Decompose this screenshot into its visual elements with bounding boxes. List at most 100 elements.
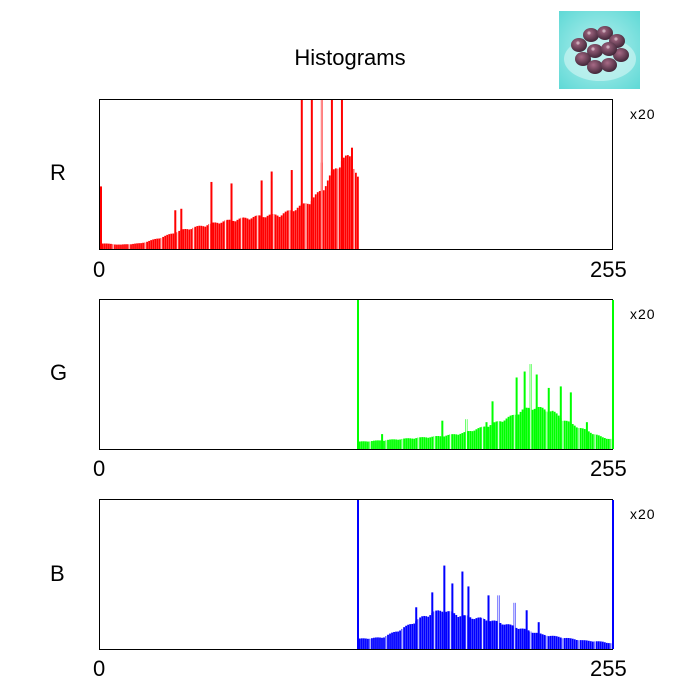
histogram-bar <box>298 205 301 249</box>
histogram-bar <box>387 634 389 649</box>
histogram-bar <box>473 430 476 449</box>
histogram-bar <box>563 638 566 649</box>
histogram-plot-r <box>99 99 613 250</box>
histogram-bar <box>511 415 514 449</box>
histogram-bar <box>284 211 287 249</box>
histogram-bar <box>248 219 251 249</box>
histogram-bar <box>363 441 365 449</box>
histogram-bar <box>479 617 482 649</box>
histogram-bar <box>489 425 492 449</box>
histogram-bar <box>326 180 329 249</box>
histogram-bar <box>587 431 590 449</box>
histogram-bar <box>469 617 472 649</box>
histogram-bar <box>258 215 261 249</box>
histogram-bar <box>244 217 247 249</box>
histogram-bar <box>551 635 554 649</box>
histogram-bar <box>607 643 610 649</box>
histogram-bar <box>477 617 480 649</box>
histogram-bar <box>567 421 570 449</box>
histogram-bar <box>483 619 486 649</box>
histogram-bar <box>393 439 395 449</box>
channel-label: G <box>50 360 68 385</box>
histogram-bar <box>411 623 414 649</box>
histogram-bar <box>601 437 604 449</box>
histogram-bar <box>264 217 267 249</box>
histogram-spike <box>300 100 303 249</box>
histogram-bar <box>405 625 407 649</box>
histogram-bar <box>282 213 285 249</box>
histogram-bar <box>158 238 161 249</box>
histogram-bar <box>389 633 391 649</box>
histogram-gap <box>385 300 387 449</box>
histogram-spike <box>612 500 614 649</box>
histogram-gap <box>562 300 564 449</box>
histogram-bar <box>451 434 454 449</box>
histogram-bar <box>519 411 522 449</box>
histogram-bar <box>194 226 197 249</box>
histogram-bar <box>379 440 381 449</box>
histogram-bar <box>403 438 405 449</box>
histogram-gap <box>610 500 612 649</box>
thumbnail-image <box>559 11 640 89</box>
histogram-bar <box>579 428 582 449</box>
histogram-bar <box>367 441 369 449</box>
histogram-bar <box>445 435 448 449</box>
histogram-bar <box>222 221 225 249</box>
histogram-bar <box>423 615 426 649</box>
histogram-gap <box>417 500 419 649</box>
histogram-bar <box>453 434 456 449</box>
histogram-bar <box>583 640 586 649</box>
histogram-gap <box>562 500 564 649</box>
histogram-bar <box>328 175 331 249</box>
histogram-gap <box>289 100 291 249</box>
histogram-bar <box>184 228 187 249</box>
histogram-bar <box>457 434 460 449</box>
histogram-bar <box>553 635 556 649</box>
histogram-bar <box>371 638 373 649</box>
histogram-spike <box>537 622 540 649</box>
histogram-bar <box>479 427 482 449</box>
histogram-spike <box>535 374 538 449</box>
histogram-bar <box>232 220 235 249</box>
histogram-bar <box>308 204 311 249</box>
histogram-gap <box>449 300 451 449</box>
histogram-gap <box>209 100 210 249</box>
histogram-bar <box>126 244 128 249</box>
histogram-bar <box>455 434 458 449</box>
histogram-gap <box>241 100 243 249</box>
histogram-bar <box>571 424 574 449</box>
histogram-bar <box>108 243 110 249</box>
histogram-bar <box>116 244 118 249</box>
histogram-bar <box>286 210 289 249</box>
histogram-bar <box>509 415 512 449</box>
histogram-gap <box>176 100 178 249</box>
histogram-bar <box>419 617 422 649</box>
histogram-bar <box>136 243 138 249</box>
histogram-bar <box>427 616 430 649</box>
histogram-bar <box>365 638 367 649</box>
histogram-bar <box>200 225 203 249</box>
histogram-bar <box>268 214 271 249</box>
histogram-bar <box>553 411 556 449</box>
histogram-bar <box>204 226 207 249</box>
histogram-bar <box>405 438 407 449</box>
histogram-spike <box>491 401 494 449</box>
histogram-gap <box>144 100 146 249</box>
histogram-bar <box>539 633 542 649</box>
histogram-bar <box>471 618 474 649</box>
histogram-bar <box>212 222 215 249</box>
x-tick-max: 255 <box>590 257 627 282</box>
histogram-gap <box>594 300 596 449</box>
histogram-spike <box>100 186 102 249</box>
histogram-bar <box>367 638 369 649</box>
histogram-bar <box>130 244 132 249</box>
histogram-bar <box>487 426 490 449</box>
histogram-bar <box>447 611 450 649</box>
histogram-bar <box>395 631 397 649</box>
histogram-bar <box>216 222 219 249</box>
histogram-bar <box>413 623 416 649</box>
histogram-bar <box>445 611 448 649</box>
x-tick-max: 255 <box>590 656 627 681</box>
histogram-bar <box>102 243 104 249</box>
histogram-gap <box>305 100 307 249</box>
